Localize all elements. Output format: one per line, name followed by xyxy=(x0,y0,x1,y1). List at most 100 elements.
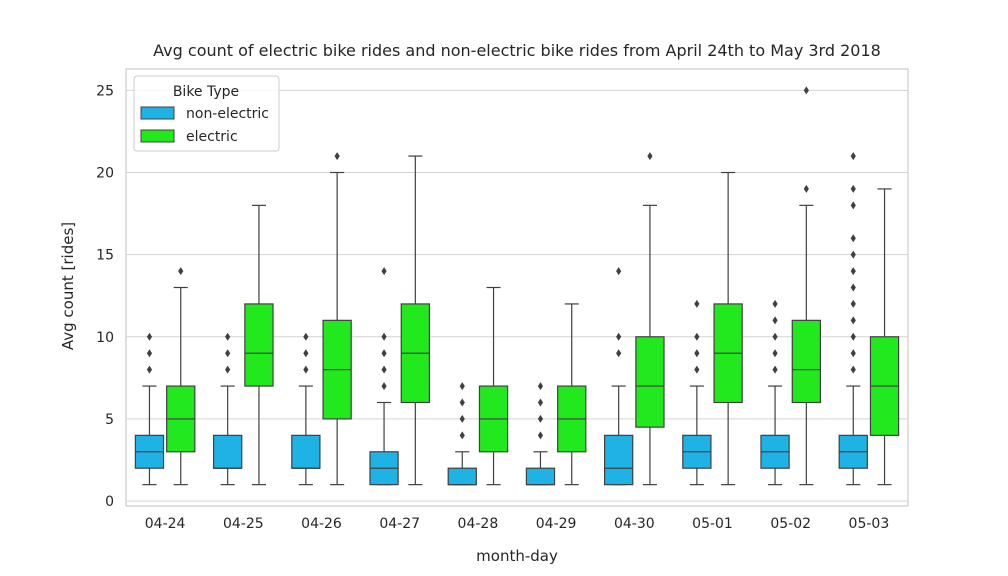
outlier-point xyxy=(459,431,465,440)
outlier-point xyxy=(772,299,778,308)
outlier-point xyxy=(850,250,856,259)
y-tick-label: 25 xyxy=(96,83,114,99)
x-tick-label: 04-29 xyxy=(536,516,577,532)
outlier-point xyxy=(694,299,700,308)
y-axis-label: Avg count [rides] xyxy=(59,222,77,350)
legend-title: Bike Type xyxy=(173,84,239,100)
x-tick-label: 04-24 xyxy=(145,516,186,532)
outlier-point xyxy=(537,398,544,407)
outlier-point xyxy=(850,365,856,374)
box-non-electric-05-01 xyxy=(682,299,712,486)
outlier-point xyxy=(850,299,856,308)
box-non-electric-05-02 xyxy=(760,299,790,486)
outlier-point xyxy=(381,267,387,276)
outlier-point xyxy=(616,349,622,358)
plot-frame xyxy=(125,68,909,507)
box-body xyxy=(603,434,634,486)
box-body xyxy=(791,319,822,404)
outlier-point xyxy=(146,349,153,358)
box-electric-04-26 xyxy=(322,152,352,486)
x-tick-label: 05-01 xyxy=(692,516,733,532)
outlier-point xyxy=(772,349,778,358)
y-tick-label: 15 xyxy=(96,248,114,264)
outlier-point xyxy=(459,382,465,391)
outlier-point xyxy=(303,365,309,374)
outlier-point xyxy=(616,267,622,276)
box-body xyxy=(291,434,321,469)
box-body xyxy=(525,467,556,486)
outlier-point xyxy=(850,201,856,210)
box-electric-04-24 xyxy=(166,267,196,486)
outlier-point xyxy=(225,332,231,341)
outlier-point xyxy=(381,382,387,391)
outlier-point xyxy=(381,365,387,374)
x-tick-label: 04-25 xyxy=(223,516,264,532)
outlier-point xyxy=(146,332,153,341)
outlier-point xyxy=(850,267,856,276)
box-non-electric-04-27 xyxy=(369,267,399,486)
legend: Bike Type non-electric electric xyxy=(133,75,280,152)
plot-area: 0 5 10 15 20 25 04-24 04-25 04-26 04-27 04-28 04-29… xyxy=(96,68,909,532)
y-tick-label: 10 xyxy=(96,330,114,346)
box-electric-04-28 xyxy=(478,286,509,486)
outlier-point xyxy=(850,316,856,325)
box-body xyxy=(244,303,274,387)
outlier-point xyxy=(616,332,622,341)
y-tick-label: 5 xyxy=(105,412,114,428)
outlier-point xyxy=(850,283,856,292)
box-electric-05-02 xyxy=(791,86,822,486)
outlier-point xyxy=(178,267,184,276)
legend-swatch-non-electric xyxy=(140,106,175,120)
outlier-point xyxy=(225,349,231,358)
outlier-point xyxy=(850,152,856,161)
box-non-electric-04-28 xyxy=(447,382,477,486)
outlier-point xyxy=(803,184,809,193)
chart-title: Avg count of electric bike rides and non… xyxy=(153,41,881,60)
outlier-point xyxy=(459,414,465,423)
box-non-electric-04-25 xyxy=(212,332,243,486)
box-non-electric-04-26 xyxy=(291,332,321,486)
outlier-point xyxy=(303,332,309,341)
outlier-point xyxy=(850,234,856,243)
outlier-point xyxy=(694,332,700,341)
x-tick-label: 04-28 xyxy=(458,516,499,532)
outlier-point xyxy=(537,431,544,440)
outlier-point xyxy=(772,365,778,374)
outlier-point xyxy=(694,349,700,358)
outlier-point xyxy=(537,414,544,423)
box-body xyxy=(635,336,665,428)
x-tick-label: 04-26 xyxy=(301,516,342,532)
outlier-point xyxy=(459,398,465,407)
box-electric-05-01 xyxy=(713,171,743,486)
x-tick-label: 04-27 xyxy=(379,516,420,532)
legend-label-non-electric: non-electric xyxy=(186,106,269,122)
outlier-point xyxy=(334,152,340,161)
outlier-point xyxy=(772,332,778,341)
x-tick-label: 05-02 xyxy=(770,516,811,532)
y-tick-label: 20 xyxy=(96,166,114,182)
x-tick-label: 04-30 xyxy=(614,516,655,532)
outlier-point xyxy=(850,332,856,341)
box-electric-04-25 xyxy=(244,204,274,486)
outlier-point xyxy=(381,349,387,358)
y-tick-label: 0 xyxy=(105,494,114,510)
box-non-electric-04-24 xyxy=(134,332,165,486)
outlier-point xyxy=(850,349,856,358)
legend-swatch-electric xyxy=(140,129,175,143)
box-electric-04-30 xyxy=(635,152,665,486)
outlier-point xyxy=(303,349,309,358)
box-non-electric-04-30 xyxy=(603,267,634,486)
box-electric-05-03 xyxy=(869,188,900,486)
outlier-point xyxy=(694,365,700,374)
box-non-electric-05-03 xyxy=(838,152,868,486)
outlier-point xyxy=(803,86,809,95)
box-electric-04-29 xyxy=(557,303,587,486)
box-non-electric-04-29 xyxy=(525,382,556,486)
outlier-point xyxy=(647,152,653,161)
box-body xyxy=(212,434,243,469)
x-axis-label: month-day xyxy=(476,547,558,565)
box-electric-04-27 xyxy=(400,155,431,486)
box-body xyxy=(447,467,477,486)
outlier-point xyxy=(537,382,544,391)
